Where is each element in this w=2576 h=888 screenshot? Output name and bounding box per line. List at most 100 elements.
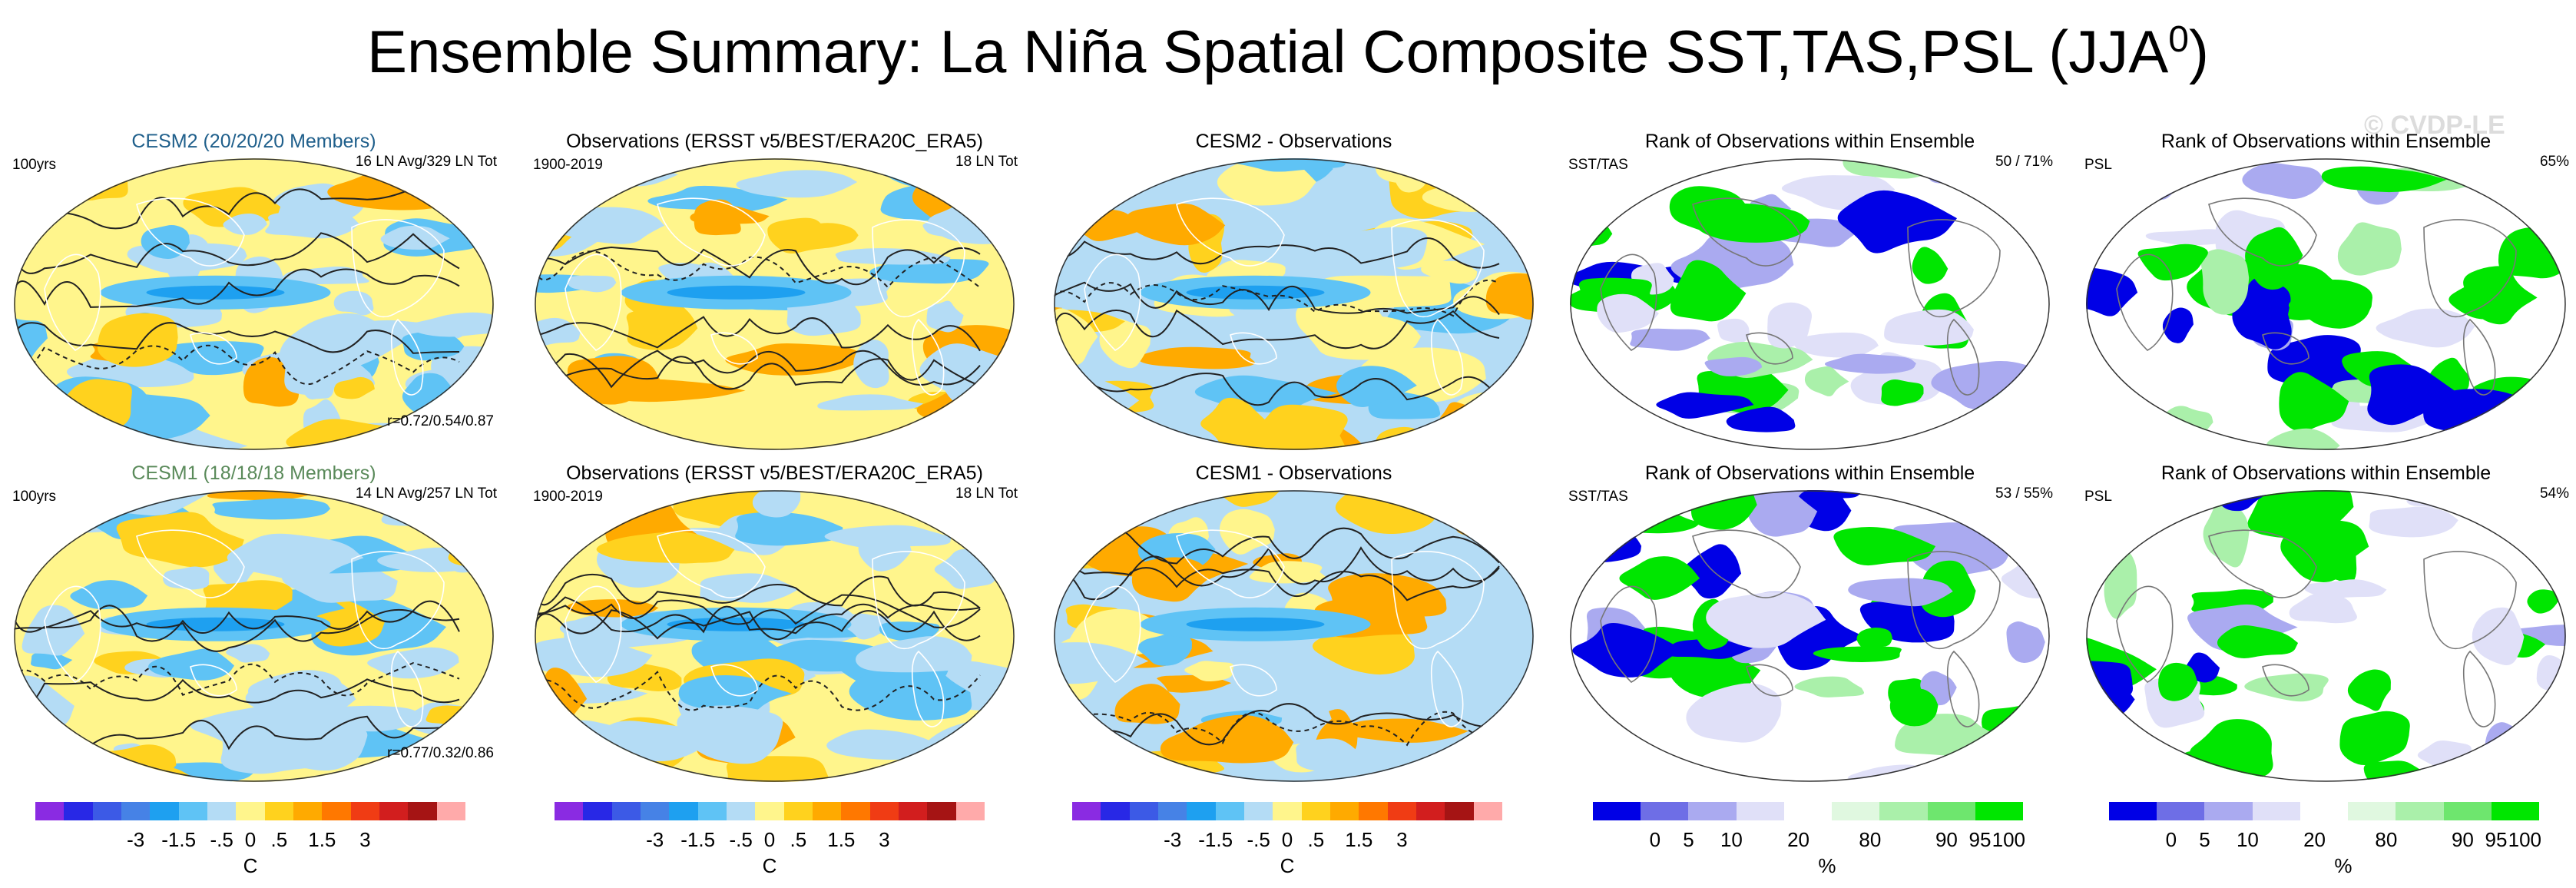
colorbar-tick-label: 95 xyxy=(2485,828,2508,851)
continent-outline xyxy=(1084,585,1141,683)
anomaly-region xyxy=(1184,661,1234,682)
colorbar-tick-label: .5 xyxy=(790,828,807,851)
rank-region xyxy=(2217,625,2299,659)
rank-region xyxy=(2485,722,2532,782)
colorbar-swatch xyxy=(1832,802,1880,820)
rank-region xyxy=(2162,307,2194,343)
anomaly-region xyxy=(409,312,494,337)
colorbar-swatch xyxy=(1158,802,1187,820)
rank-region xyxy=(2289,593,2357,624)
colorbar-swatch xyxy=(92,802,122,820)
anomaly-region xyxy=(284,342,336,396)
colorbar-swatch xyxy=(1301,802,1331,820)
continent-outline xyxy=(1176,197,1285,267)
colorbar-tick-label: -1.5 xyxy=(161,828,197,851)
rank-region xyxy=(1856,628,1893,651)
rank-region xyxy=(2006,621,2045,663)
colorbar-swatch xyxy=(2396,802,2445,820)
colorbar-swatch xyxy=(927,802,957,820)
colorbar-unit: C xyxy=(762,854,777,877)
anomaly-region xyxy=(14,427,41,450)
rank-region xyxy=(2376,308,2475,348)
psl-contour xyxy=(1054,546,1500,587)
continent-outline xyxy=(1692,197,1801,267)
rank-region xyxy=(2087,161,2143,208)
watermark: © CVDP-LE xyxy=(2364,111,2505,140)
map-border xyxy=(535,490,1015,782)
colorbar-tick-label: -3 xyxy=(646,828,664,851)
anomaly-region xyxy=(1451,390,1534,443)
continent-outline xyxy=(2116,585,2174,683)
colorbar-tick-label: 10 xyxy=(2236,828,2259,851)
rank-region xyxy=(1912,247,1949,284)
anomaly-region xyxy=(596,532,735,563)
continent-outline xyxy=(1391,551,1485,649)
rank-region xyxy=(2245,227,2303,290)
anomaly-region xyxy=(736,170,858,198)
panel-title: Rank of Observations within Ensemble xyxy=(2160,462,2492,484)
anomaly-region xyxy=(429,158,484,173)
continent-outline xyxy=(2208,529,2317,598)
anomaly-region xyxy=(932,746,975,782)
colorbar-unit: C xyxy=(243,854,258,877)
colorbar-swatch xyxy=(583,802,613,820)
anomaly-region xyxy=(835,248,951,265)
colorbar-tick-label: -3 xyxy=(1164,828,1182,851)
continent-outline xyxy=(44,585,101,683)
psl-contour xyxy=(14,232,460,274)
panel-title: Rank of Observations within Ensemble xyxy=(1644,131,1975,152)
anomaly-region xyxy=(752,490,801,518)
panel-title: Observations (ERSST v5/BEST/ERA20C_ERA5) xyxy=(566,462,983,484)
continent-outline xyxy=(1230,332,1277,365)
panel-right-label: 16 LN Avg/329 LN Tot xyxy=(355,154,497,170)
colorbar-tick-label: 3 xyxy=(1396,828,1408,851)
anomaly-region xyxy=(14,413,48,442)
pacific-cold-core xyxy=(146,285,285,300)
panel-right-label: 18 LN Tot xyxy=(955,154,1018,170)
anomaly-region xyxy=(1076,490,1121,513)
colorbar-tick-label: 80 xyxy=(2375,828,2398,851)
anomaly-region xyxy=(1329,545,1382,574)
anomaly-region xyxy=(567,356,661,405)
colorbar-swatch xyxy=(1387,802,1417,820)
rank-region xyxy=(1706,591,1826,648)
page-title: Ensemble Summary: La Niña Spatial Compos… xyxy=(367,18,2209,85)
map-sst xyxy=(14,158,494,450)
colorbar-swatch xyxy=(1330,802,1359,820)
anomaly-region xyxy=(227,533,364,585)
rank-region xyxy=(2232,277,2292,350)
psl-contour xyxy=(1054,565,1500,601)
psl-contour xyxy=(14,268,460,308)
colorbar-swatch xyxy=(1187,802,1217,820)
anomaly-region xyxy=(447,528,494,567)
anomaly-region xyxy=(226,644,270,663)
anomaly-region xyxy=(1283,694,1332,747)
panel-title: CESM2 - Observations xyxy=(1195,131,1392,152)
continent-outline xyxy=(351,551,445,649)
map-border xyxy=(2086,158,2566,450)
continent-outline xyxy=(390,318,424,396)
psl-contour xyxy=(535,594,981,628)
panel-right-label: 53 / 55% xyxy=(1995,485,2053,502)
colorbar-swatch xyxy=(555,802,584,820)
rank-region xyxy=(2369,506,2458,538)
colorbar-swatch xyxy=(1244,802,1273,820)
continent-outline xyxy=(2116,253,2174,351)
colorbar-tick-label: 3 xyxy=(879,828,890,851)
psl-contour xyxy=(14,678,460,711)
rank-region xyxy=(2200,249,2250,315)
continent-outline xyxy=(1907,551,2001,649)
panel-title: Rank of Observations within Ensemble xyxy=(1644,462,1975,484)
colorbar-tick-label: 1.5 xyxy=(308,828,336,851)
map-border xyxy=(1054,158,1534,450)
continent-outline xyxy=(1230,664,1277,697)
colorbar-swatch xyxy=(1359,802,1389,820)
colorbar-swatch xyxy=(207,802,237,820)
anomaly-region xyxy=(690,205,770,225)
colorbar-tick-label: .5 xyxy=(1307,828,1325,851)
rank-region xyxy=(1813,646,1902,662)
anomaly-region xyxy=(1351,227,1428,269)
anomaly-region xyxy=(826,729,939,760)
colorbar-swatch xyxy=(2300,802,2349,820)
anomaly-region xyxy=(1455,506,1534,538)
